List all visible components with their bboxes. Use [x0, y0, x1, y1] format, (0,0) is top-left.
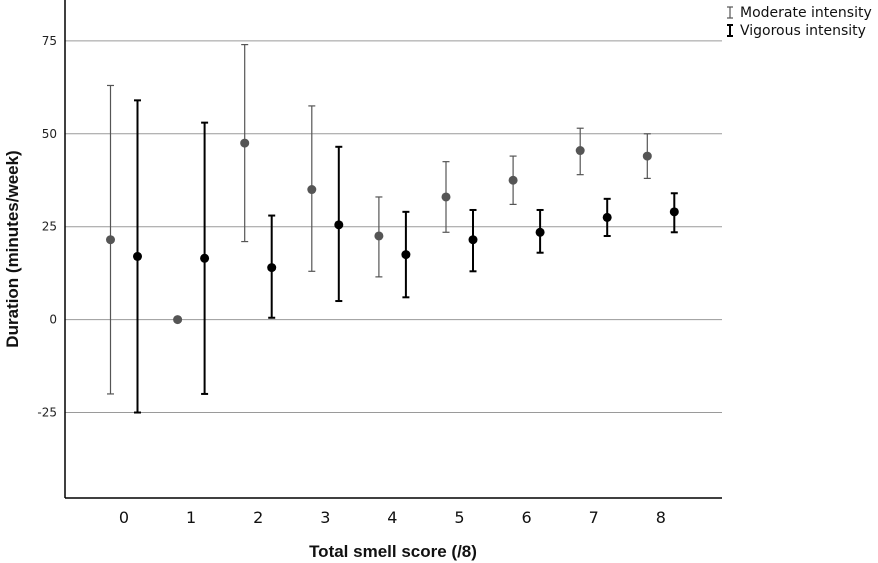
data-point [307, 185, 317, 195]
x-tick-label: 1 [186, 508, 196, 527]
legend-label-vigorous: Vigorous intensity [740, 23, 866, 39]
data-point [374, 231, 384, 241]
data-point [173, 315, 183, 325]
data-point [575, 146, 585, 156]
data-point [602, 212, 612, 222]
legend-errorbar-icon [727, 24, 733, 37]
x-axis-title: Total smell score (/8) [309, 542, 477, 561]
data-point [240, 138, 250, 148]
data-point [669, 207, 679, 217]
data-point [535, 227, 545, 237]
data-point [441, 192, 451, 202]
y-axis-title: Duration (minutes/week) [3, 150, 22, 347]
y-tick-label: 25 [42, 220, 57, 234]
x-tick-label: 0 [119, 508, 129, 527]
data-point [200, 253, 210, 263]
legend-item-vigorous: Vigorous intensity [727, 23, 866, 39]
x-tick-label: 8 [656, 508, 666, 527]
legend-label-moderate: Moderate intensity [740, 5, 872, 21]
x-tick-label: 4 [387, 508, 397, 527]
data-point [508, 175, 518, 185]
y-tick-labels: -25 0 25 50 75 [37, 34, 57, 420]
data-point [334, 220, 344, 230]
gridlines [65, 40, 722, 414]
axes [64, 0, 722, 499]
x-tick-labels: 0 1 2 3 4 5 6 7 8 [119, 508, 666, 527]
data-point [267, 263, 277, 273]
data-point [468, 235, 478, 245]
error-bars [107, 43, 678, 414]
legend-item-moderate: Moderate intensity [727, 5, 872, 21]
x-tick-label: 6 [522, 508, 532, 527]
legend-errorbar-icon [727, 6, 733, 19]
y-tick-label: 75 [42, 34, 57, 48]
y-tick-label: -25 [37, 406, 57, 420]
x-tick-label: 7 [589, 508, 599, 527]
legend: Moderate intensity Vigorous intensity [727, 5, 872, 39]
data-points [106, 138, 679, 325]
data-point [106, 235, 115, 245]
data-point [133, 251, 142, 261]
x-tick-label: 5 [454, 508, 464, 527]
x-tick-label: 3 [320, 508, 330, 527]
x-tick-label: 2 [253, 508, 263, 527]
data-point [642, 151, 652, 161]
y-tick-label: 0 [49, 313, 57, 327]
y-tick-label: 50 [42, 127, 57, 141]
data-point [401, 250, 411, 260]
